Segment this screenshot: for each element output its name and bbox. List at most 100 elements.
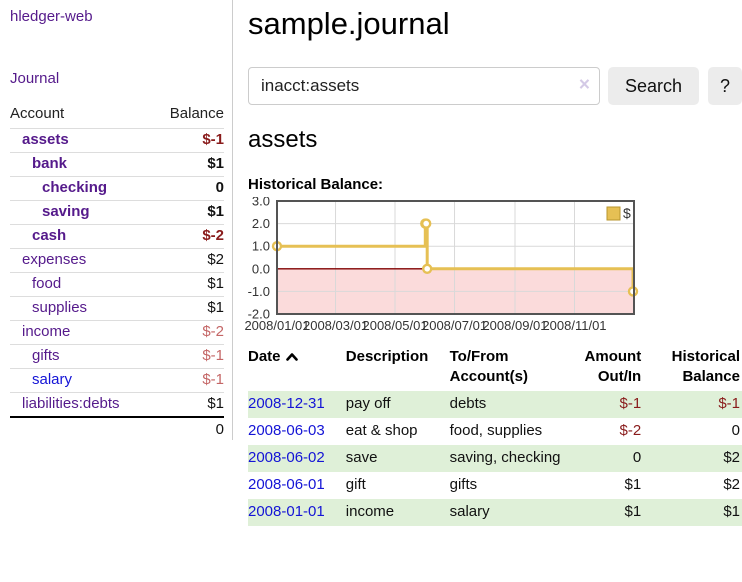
search-input[interactable] bbox=[248, 67, 600, 105]
transaction-date-link[interactable]: 2008-06-01 bbox=[248, 476, 325, 493]
account-link-expenses[interactable]: expenses bbox=[22, 251, 87, 268]
transaction-amount: 0 bbox=[568, 445, 650, 472]
accounts-header-row: Account Balance bbox=[10, 101, 224, 129]
account-balance: $-1 bbox=[153, 368, 224, 393]
sidebar-item-journal[interactable]: Journal bbox=[10, 70, 60, 87]
transaction-accounts: debts bbox=[449, 391, 569, 418]
account-name-cell: food bbox=[10, 272, 154, 297]
account-name-cell: bank bbox=[10, 152, 154, 177]
transaction-accounts: food, supplies bbox=[449, 422, 543, 439]
transaction-amount: $1 bbox=[568, 499, 650, 526]
data-point-marker bbox=[421, 263, 433, 275]
account-balance: $1 bbox=[153, 152, 224, 177]
transaction-date-cell: 2008-12-31 bbox=[248, 391, 346, 418]
y-axis-tick-label: 0.0 bbox=[252, 261, 270, 276]
account-name-cell: saving bbox=[10, 200, 154, 225]
account-heading: assets bbox=[248, 126, 318, 153]
account-name-cell: income bbox=[10, 320, 154, 345]
help-button[interactable]: ? bbox=[707, 67, 742, 105]
account-balance: $2 bbox=[153, 248, 224, 273]
transaction-amount: $-2 bbox=[619, 422, 642, 439]
account-row: checking 0 bbox=[10, 176, 224, 201]
account-balance: $1 bbox=[153, 200, 224, 225]
account-row: assets $-1 bbox=[10, 128, 224, 153]
account-balance: 0 bbox=[153, 176, 224, 201]
transaction-row: 2008-06-01 gift gifts $1 $2 bbox=[248, 472, 742, 499]
accounts-total-value: 0 bbox=[153, 416, 224, 442]
account-name-cell: salary bbox=[10, 368, 154, 393]
clear-search-icon[interactable]: × bbox=[578, 74, 590, 96]
account-row: salary $-1 bbox=[10, 368, 224, 393]
transaction-row: 2008-06-02 save saving, checking 0 $2 bbox=[248, 445, 742, 472]
y-axis-tick-label: -1.0 bbox=[248, 284, 270, 299]
register-header-accounts: To/From Account(s) bbox=[449, 348, 528, 385]
accounts-table: Account Balance assets $-1 bank $1 checking 0… bbox=[10, 101, 224, 442]
account-row: saving $1 bbox=[10, 200, 224, 225]
y-axis-tick-label: -2.0 bbox=[248, 307, 270, 322]
search-form: × Search ? bbox=[248, 67, 742, 105]
register-header-balance: Historical Balance bbox=[671, 348, 740, 385]
transaction-description: income bbox=[345, 499, 450, 526]
account-link-income[interactable]: income bbox=[22, 323, 71, 340]
sidebar-accounts-body: assets $-1 bank $1 checking 0 saving $1 cash $-2 e… bbox=[10, 128, 224, 417]
account-link-bank[interactable]: bank bbox=[32, 155, 68, 172]
main-content: sample.journal × Search ? assets Histori… bbox=[244, 0, 742, 526]
transaction-date-link[interactable]: 2008-12-31 bbox=[248, 395, 325, 412]
x-axis-tick-label: 2008/07/01 bbox=[422, 318, 487, 333]
register-header-amount: Amount Out/In bbox=[584, 348, 642, 385]
transaction-date-cell: 2008-01-01 bbox=[248, 499, 346, 526]
account-link-food[interactable]: food bbox=[32, 275, 62, 292]
search-button[interactable]: Search bbox=[607, 67, 699, 105]
register-header-date[interactable]: Date bbox=[248, 345, 346, 391]
transaction-date-cell: 2008-06-02 bbox=[248, 445, 346, 472]
transaction-description: pay off bbox=[345, 391, 450, 418]
transaction-description: eat & shop bbox=[345, 422, 418, 439]
account-row: food $1 bbox=[10, 272, 224, 297]
x-axis-tick-label: 2008/09/01 bbox=[482, 318, 547, 333]
transaction-date-link[interactable]: 2008-01-01 bbox=[248, 503, 325, 520]
transaction-row: 2008-06-03 eat & shop food, supplies $-2 0 bbox=[248, 418, 742, 445]
transaction-date-link[interactable]: 2008-06-03 bbox=[248, 422, 325, 439]
account-link-supplies[interactable]: supplies bbox=[32, 299, 88, 316]
transaction-date-link[interactable]: 2008-06-02 bbox=[248, 449, 325, 466]
y-axis-tick-label: 1.0 bbox=[252, 239, 270, 254]
account-balance: $-1 bbox=[153, 344, 224, 369]
accounts-header-account: Account bbox=[10, 105, 65, 122]
account-balance: $1 bbox=[153, 272, 224, 297]
y-axis-tick-label: 2.0 bbox=[252, 216, 270, 231]
transaction-balance: 0 bbox=[731, 422, 740, 439]
register-table: Date Description To/From Account(s) Amou… bbox=[248, 345, 742, 526]
account-link-gifts[interactable]: gifts bbox=[32, 347, 60, 364]
data-point-marker bbox=[420, 218, 432, 229]
transaction-balance: $2 bbox=[723, 476, 740, 493]
chart-border bbox=[276, 200, 635, 315]
account-row: bank $1 bbox=[10, 152, 224, 177]
transaction-balance: $2 bbox=[649, 445, 742, 472]
account-balance: $-2 bbox=[153, 224, 224, 249]
account-link-liabilities-debts[interactable]: liabilities:debts bbox=[22, 395, 120, 412]
account-name-cell: checking bbox=[10, 176, 154, 201]
transaction-date-cell: 2008-06-01 bbox=[248, 472, 346, 499]
account-link-checking[interactable]: checking bbox=[42, 179, 108, 196]
account-link-assets[interactable]: assets bbox=[22, 131, 69, 148]
transaction-date-cell: 2008-06-03 bbox=[248, 418, 346, 445]
transaction-accounts: gifts bbox=[449, 476, 478, 493]
register-body: 2008-12-31 pay off debts $-1 $-1 2008-06-03 ea… bbox=[248, 391, 742, 526]
account-link-cash[interactable]: cash bbox=[32, 227, 67, 244]
account-name-cell: supplies bbox=[10, 296, 154, 321]
app-title-link[interactable]: hledger-web bbox=[10, 8, 93, 25]
chart-title: Historical Balance: bbox=[248, 176, 384, 193]
account-balance: $-1 bbox=[153, 128, 224, 153]
account-link-saving[interactable]: saving bbox=[42, 203, 90, 220]
account-link-salary[interactable]: salary bbox=[32, 371, 73, 388]
y-axis-tick-label: 3.0 bbox=[252, 197, 270, 209]
account-row: gifts $-1 bbox=[10, 344, 224, 369]
page-title: sample.journal bbox=[248, 6, 450, 41]
historical-balance-chart: 3.0 2.0 1.0 0.0 -1.0 -2.0 2008/01/01 2008/03/01… bbox=[242, 197, 742, 335]
transaction-row: 2008-12-31 pay off debts $-1 $-1 bbox=[248, 391, 742, 418]
register-header-description: Description bbox=[345, 348, 429, 365]
account-balance: $1 bbox=[153, 392, 224, 417]
account-row: expenses $2 bbox=[10, 248, 224, 273]
transaction-balance: $1 bbox=[649, 499, 742, 526]
transaction-amount: $1 bbox=[624, 476, 642, 493]
